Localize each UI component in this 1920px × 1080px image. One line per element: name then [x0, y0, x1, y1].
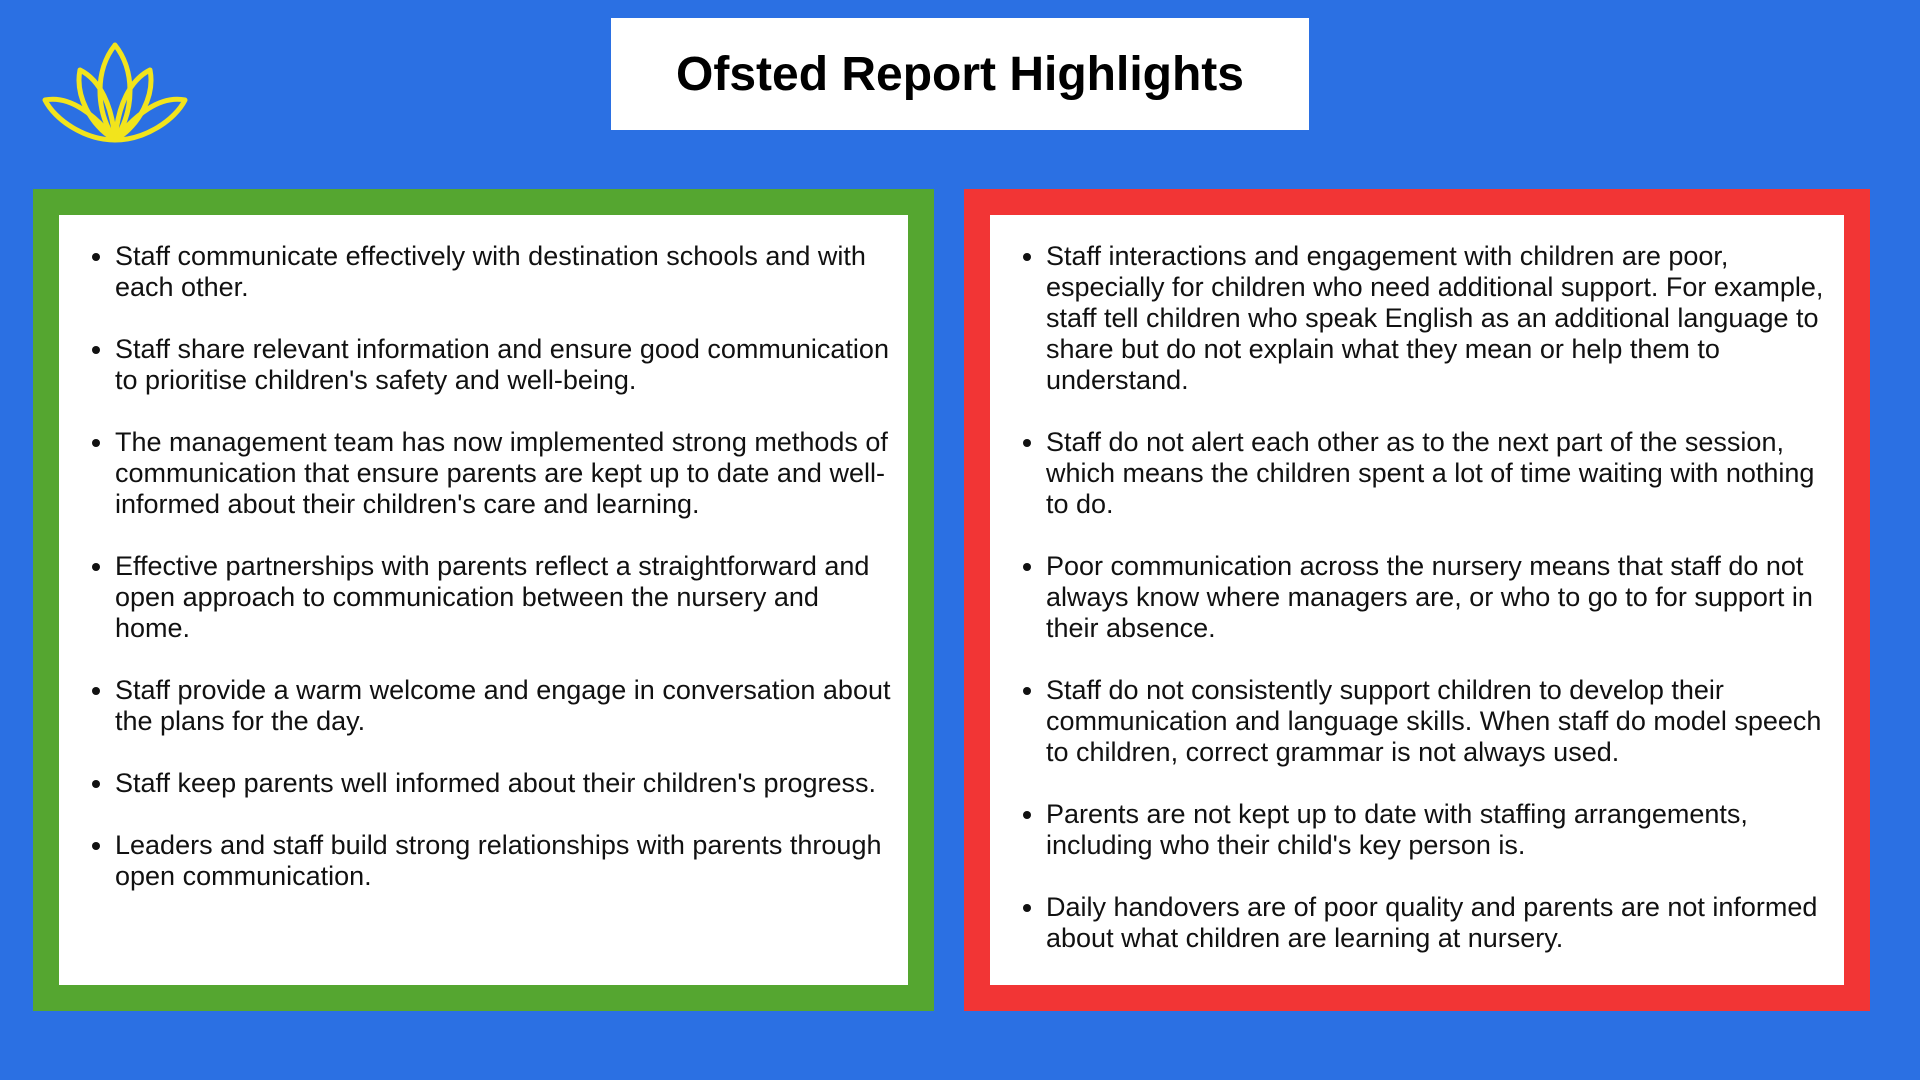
bullet-item: Staff interactions and engagement with c…	[1046, 241, 1830, 396]
bullet-item: Staff keep parents well informed about t…	[115, 768, 894, 799]
bullet-item: Parents are not kept up to date with sta…	[1046, 799, 1830, 861]
bullet-item: Staff provide a warm welcome and engage …	[115, 675, 894, 737]
logo	[42, 42, 188, 143]
weaknesses-panel: Staff interactions and engagement with c…	[964, 189, 1870, 1011]
title: Ofsted Report Highlights	[611, 18, 1309, 130]
strengths-panel: Staff communicate effectively with desti…	[33, 189, 934, 1011]
bullet-item: Effective partnerships with parents refl…	[115, 551, 894, 644]
bullet-item: Staff communicate effectively with desti…	[115, 241, 894, 303]
strengths-list: Staff communicate effectively with desti…	[85, 241, 894, 892]
bullet-item: The management team has now implemented …	[115, 427, 894, 520]
bullet-item: Leaders and staff build strong relations…	[115, 830, 894, 892]
bullet-item: Staff share relevant information and ens…	[115, 334, 894, 396]
weaknesses-list: Staff interactions and engagement with c…	[1016, 241, 1830, 954]
bullet-item: Staff do not consistently support childr…	[1046, 675, 1830, 768]
bullet-item: Staff do not alert each other as to the …	[1046, 427, 1830, 520]
bullet-item: Daily handovers are of poor quality and …	[1046, 892, 1830, 954]
bullet-item: Poor communication across the nursery me…	[1046, 551, 1830, 644]
